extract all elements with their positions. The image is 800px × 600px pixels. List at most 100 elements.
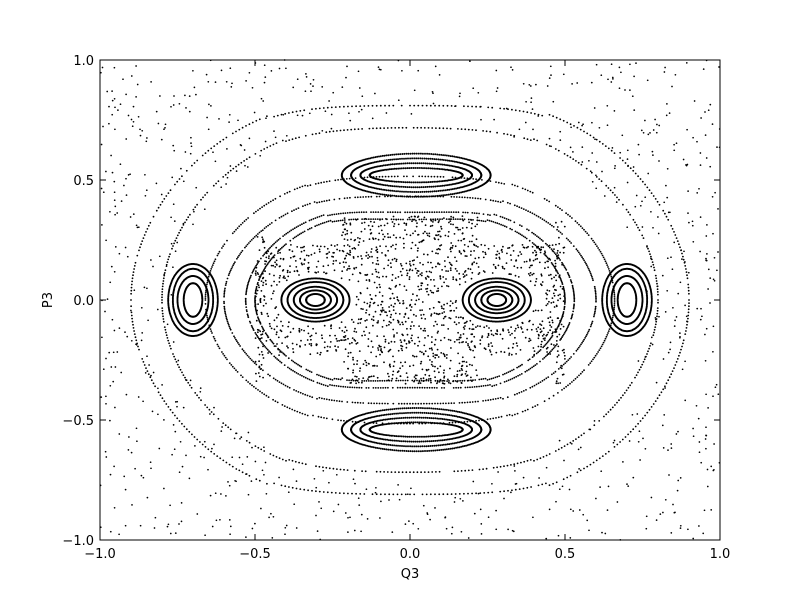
chaos-point — [448, 221, 450, 224]
chaos-point — [509, 254, 512, 256]
chaos-point — [379, 286, 381, 289]
chaos-point — [418, 325, 420, 327]
chaos-point — [303, 249, 306, 252]
island-point — [430, 417, 433, 420]
chaos-point — [326, 345, 329, 348]
chaos-point — [535, 280, 537, 283]
island-point — [399, 412, 401, 415]
chaos-point — [325, 272, 328, 275]
chaos-point — [352, 358, 354, 361]
island-point — [411, 445, 414, 448]
chaos-point — [292, 348, 294, 350]
island-point — [440, 408, 443, 411]
chaos-point — [377, 263, 380, 266]
island-point — [433, 435, 436, 438]
chaos-point — [449, 339, 452, 342]
island-point — [438, 449, 441, 452]
chaos-point — [431, 361, 433, 363]
chaos-point — [410, 306, 413, 308]
chaos-point — [439, 248, 441, 251]
island-point — [419, 191, 422, 193]
chaos-point — [474, 257, 477, 260]
chaos-point — [464, 281, 467, 283]
chaos-point — [402, 302, 405, 304]
island-point — [419, 445, 422, 448]
chaos-point — [543, 333, 545, 336]
chaos-point — [377, 304, 379, 307]
chaos-point — [372, 302, 375, 305]
island-point — [421, 411, 424, 414]
island-point — [393, 153, 396, 156]
island-point — [433, 444, 436, 447]
chaos-point — [520, 326, 522, 328]
island-point — [460, 157, 463, 159]
chaos-point — [519, 251, 521, 253]
island-point — [444, 159, 447, 162]
island-point — [451, 409, 454, 412]
chaos-point — [430, 278, 432, 281]
chaos-point — [475, 326, 477, 328]
chaos-point — [469, 268, 472, 271]
chaos-point — [539, 323, 541, 325]
chaos-point — [255, 319, 258, 322]
chaos-point — [491, 345, 494, 347]
chaos-point — [454, 245, 457, 248]
chaos-point — [349, 222, 352, 225]
chaos-point — [465, 226, 468, 229]
island-point — [387, 418, 390, 421]
chaos-point — [387, 249, 389, 252]
chaos-point — [532, 251, 534, 254]
island-point — [444, 189, 447, 192]
island-point — [413, 411, 416, 414]
chaos-point — [506, 252, 508, 255]
island-point — [376, 187, 379, 190]
chaos-point — [441, 312, 444, 314]
island-point — [431, 180, 434, 183]
chaos-point — [476, 223, 478, 226]
island-point — [438, 417, 440, 420]
island-point — [434, 162, 437, 165]
chaos-point — [424, 224, 427, 227]
island-point — [447, 409, 450, 412]
island-point — [446, 164, 449, 167]
island-point — [431, 157, 434, 160]
chaos-point — [393, 334, 395, 336]
island-point — [379, 155, 382, 158]
island-point — [428, 417, 431, 419]
chaos-point — [359, 322, 362, 324]
island-point — [410, 416, 413, 419]
chaos-point — [333, 245, 336, 247]
chaos-point — [393, 225, 395, 228]
chaos-point — [340, 321, 343, 323]
chaos-point — [374, 237, 377, 240]
island-point — [398, 417, 401, 420]
chaos-point — [417, 275, 420, 277]
chaos-point — [328, 251, 331, 254]
chaos-point — [405, 307, 408, 309]
chaos-point — [389, 236, 392, 239]
island-point — [433, 158, 436, 161]
chaos-point — [371, 273, 374, 275]
island-point — [460, 411, 463, 414]
chaos-point — [346, 232, 349, 235]
chaos-point — [258, 353, 261, 356]
island-point — [450, 160, 453, 162]
island-point — [416, 440, 419, 443]
chaos-point — [502, 245, 504, 248]
island-point — [441, 413, 444, 416]
island-point — [427, 167, 430, 170]
island-point — [380, 188, 383, 191]
chaos-point — [402, 323, 404, 326]
island-point — [439, 417, 442, 420]
chaos-point — [309, 353, 312, 356]
island-point — [406, 167, 409, 170]
chaos-point — [334, 345, 336, 348]
chaos-point — [555, 221, 557, 224]
chaos-point — [501, 337, 504, 340]
chaos-point — [528, 340, 530, 343]
chaos-point — [390, 321, 392, 324]
island-point — [408, 416, 411, 419]
chaos-point — [267, 257, 270, 260]
chaos-point — [508, 354, 510, 356]
chaos-point — [260, 337, 263, 339]
